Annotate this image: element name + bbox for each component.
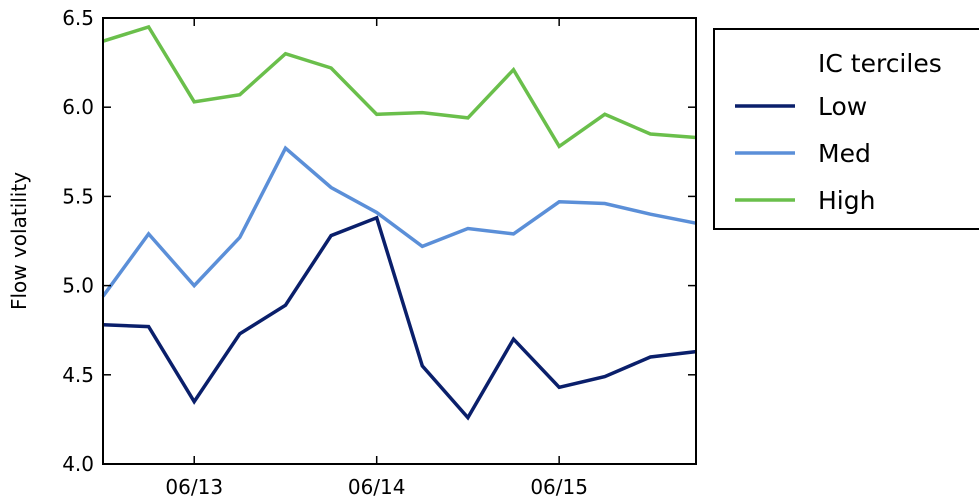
- legend-frame: [713, 28, 979, 230]
- legend-label: High: [818, 186, 875, 215]
- series-line-low: [102, 215, 697, 421]
- series-low: [102, 215, 697, 421]
- legend-label: Med: [818, 139, 871, 168]
- plot-frame: [102, 17, 697, 465]
- x-tick-label: 06/15: [530, 475, 588, 499]
- y-tick-label: 6.0: [62, 95, 94, 119]
- y-tick-label: 6.5: [62, 6, 94, 30]
- legend-entry-med: Med: [735, 139, 871, 168]
- series-line-med: [101, 145, 697, 298]
- y-tick-label: 4.0: [62, 452, 94, 476]
- y-tick-label: 5.0: [62, 274, 94, 298]
- legend: IC terciles Low Med High: [713, 28, 979, 230]
- y-tick-label: 5.5: [62, 184, 94, 208]
- x-tick-label: 06/14: [348, 475, 406, 499]
- series-line-high: [102, 24, 697, 149]
- series-layer: [101, 24, 697, 421]
- series-med: [101, 145, 697, 298]
- legend-entry-high: High: [735, 186, 875, 215]
- y-ticks: 4.0 4.5 5.0 5.5 6.0 6.5: [62, 6, 696, 476]
- y-tick-label: 4.5: [62, 363, 94, 387]
- x-tick-label: 06/13: [165, 475, 223, 499]
- x-ticks: 06/13 06/14 06/15: [165, 18, 588, 499]
- legend-label: Low: [818, 92, 867, 121]
- legend-items: Low Med High: [735, 92, 875, 215]
- series-high: [102, 24, 697, 149]
- legend-title: IC terciles: [818, 49, 942, 78]
- y-axis-label: Flow volatility: [7, 172, 31, 310]
- legend-entry-low: Low: [735, 92, 867, 121]
